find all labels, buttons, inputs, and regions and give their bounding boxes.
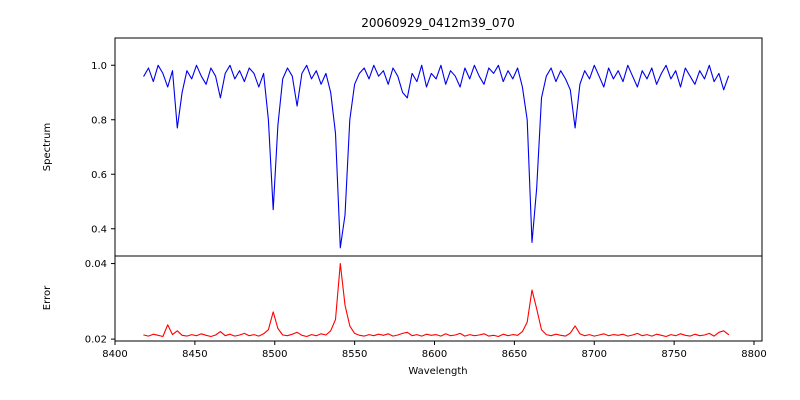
spectrum-line <box>143 64 730 249</box>
error-panel-frame <box>114 255 763 342</box>
xtick-label: 8400 <box>102 349 127 360</box>
spectrum-axis-label: Spectrum <box>42 123 53 171</box>
xtick-label: 8750 <box>661 349 686 360</box>
axis-ticks: 0.4 0.6 0.8 1.0 0.02 0.04 8400 8450 8500 8550 8600… <box>85 61 767 360</box>
xtick-label: 8450 <box>182 349 207 360</box>
xtick-label: 8550 <box>342 349 367 360</box>
spectrum-ytick-label: 0.8 <box>91 115 107 126</box>
xtick-label: 8800 <box>741 349 766 360</box>
error-ytick-label: 0.02 <box>85 335 107 346</box>
error-ytick-label: 0.04 <box>85 259 107 270</box>
xtick-label: 8700 <box>582 349 607 360</box>
spectrum-ytick-label: 0.6 <box>91 170 107 181</box>
error-line <box>143 263 730 338</box>
chart-title: 20060929_0412m39_070 <box>361 16 514 30</box>
xtick-label: 8650 <box>502 349 527 360</box>
spectrum-ytick-label: 1.0 <box>91 61 107 72</box>
error-axis-label: Error <box>42 285 53 310</box>
x-axis-label: Wavelength <box>408 366 467 377</box>
spectrum-ytick-label: 0.4 <box>91 224 107 235</box>
xtick-label: 8600 <box>422 349 447 360</box>
xtick-label: 8500 <box>262 349 287 360</box>
